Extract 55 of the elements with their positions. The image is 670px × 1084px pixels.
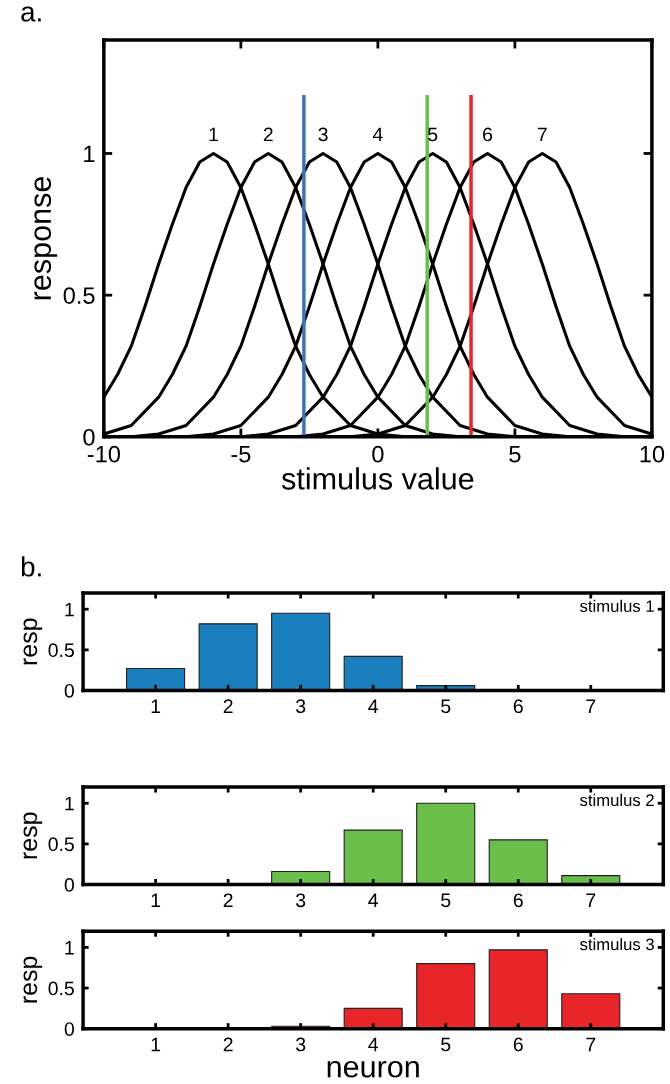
x-tick-label: 3	[296, 1037, 306, 1052]
y-tick-label: 1	[65, 602, 74, 617]
text: b.	[21, 556, 41, 577]
x-tick-label: 5	[441, 699, 451, 714]
y-axis-title: resp	[23, 956, 43, 1003]
x-tick-label: 5	[441, 893, 451, 908]
x-tick-label: 3	[296, 699, 306, 714]
annotation: 2	[263, 127, 273, 142]
x-tick-label: 4	[368, 699, 379, 713]
x-tick-label: 10	[640, 445, 665, 463]
x-tick-label: 2	[223, 699, 233, 713]
x-tick-label: 1	[151, 1037, 161, 1052]
x-tick-label: 6	[513, 893, 523, 908]
x-tick-label: 3	[296, 893, 306, 908]
y-tick-label: 1	[65, 941, 74, 955]
x-tick-label: 6	[513, 699, 523, 714]
annotation: stimulus 3	[580, 937, 654, 951]
x-tick-label: 6	[513, 1037, 523, 1052]
text: a.	[21, 6, 41, 22]
annotation: stimulus 1	[580, 599, 654, 613]
y-tick-label: 0.5	[48, 981, 74, 996]
y-tick-label: 0	[83, 428, 95, 446]
y-tick-label: 0	[64, 683, 74, 698]
y-tick-label: 0.5	[48, 837, 74, 852]
x-tick-label: 0	[372, 445, 384, 463]
x-tick-label: 4	[368, 893, 379, 907]
x-tick-label: 1	[151, 699, 161, 713]
annotation: 1	[209, 127, 218, 142]
annotation: 7	[537, 127, 547, 142]
x-tick-label: 5	[509, 446, 521, 463]
y-tick-label: 0.5	[63, 287, 95, 304]
x-tick-label: 2	[223, 1037, 233, 1052]
x-axis-title: neuron	[327, 1060, 419, 1078]
x-tick-label: 4	[368, 1037, 379, 1052]
x-tick-label: 7	[586, 1037, 596, 1052]
y-axis-title: resp	[23, 618, 43, 665]
y-tick-label: 1	[84, 145, 95, 163]
x-tick-label: 2	[223, 893, 233, 907]
y-axis-title: resp	[23, 812, 43, 859]
x-tick-label: -10	[87, 445, 120, 463]
x-tick-label: 1	[151, 893, 161, 907]
y-tick-label: 0	[64, 878, 74, 892]
x-axis-title: stimulus value	[281, 467, 474, 490]
x-tick-label: 7	[586, 699, 596, 713]
x-tick-label: 5	[441, 1037, 451, 1052]
annotation: stimulus 2	[580, 793, 654, 807]
annotation: 6	[483, 127, 493, 142]
y-tick-label: 0.5	[48, 643, 74, 658]
y-axis-title: response	[34, 176, 58, 300]
x-tick-label: 7	[586, 893, 596, 907]
annotation: 4	[372, 127, 383, 142]
annotation: 3	[318, 127, 328, 142]
y-tick-label: 0	[64, 1022, 74, 1036]
x-tick-label: -5	[231, 446, 251, 463]
y-tick-label: 1	[65, 796, 74, 811]
